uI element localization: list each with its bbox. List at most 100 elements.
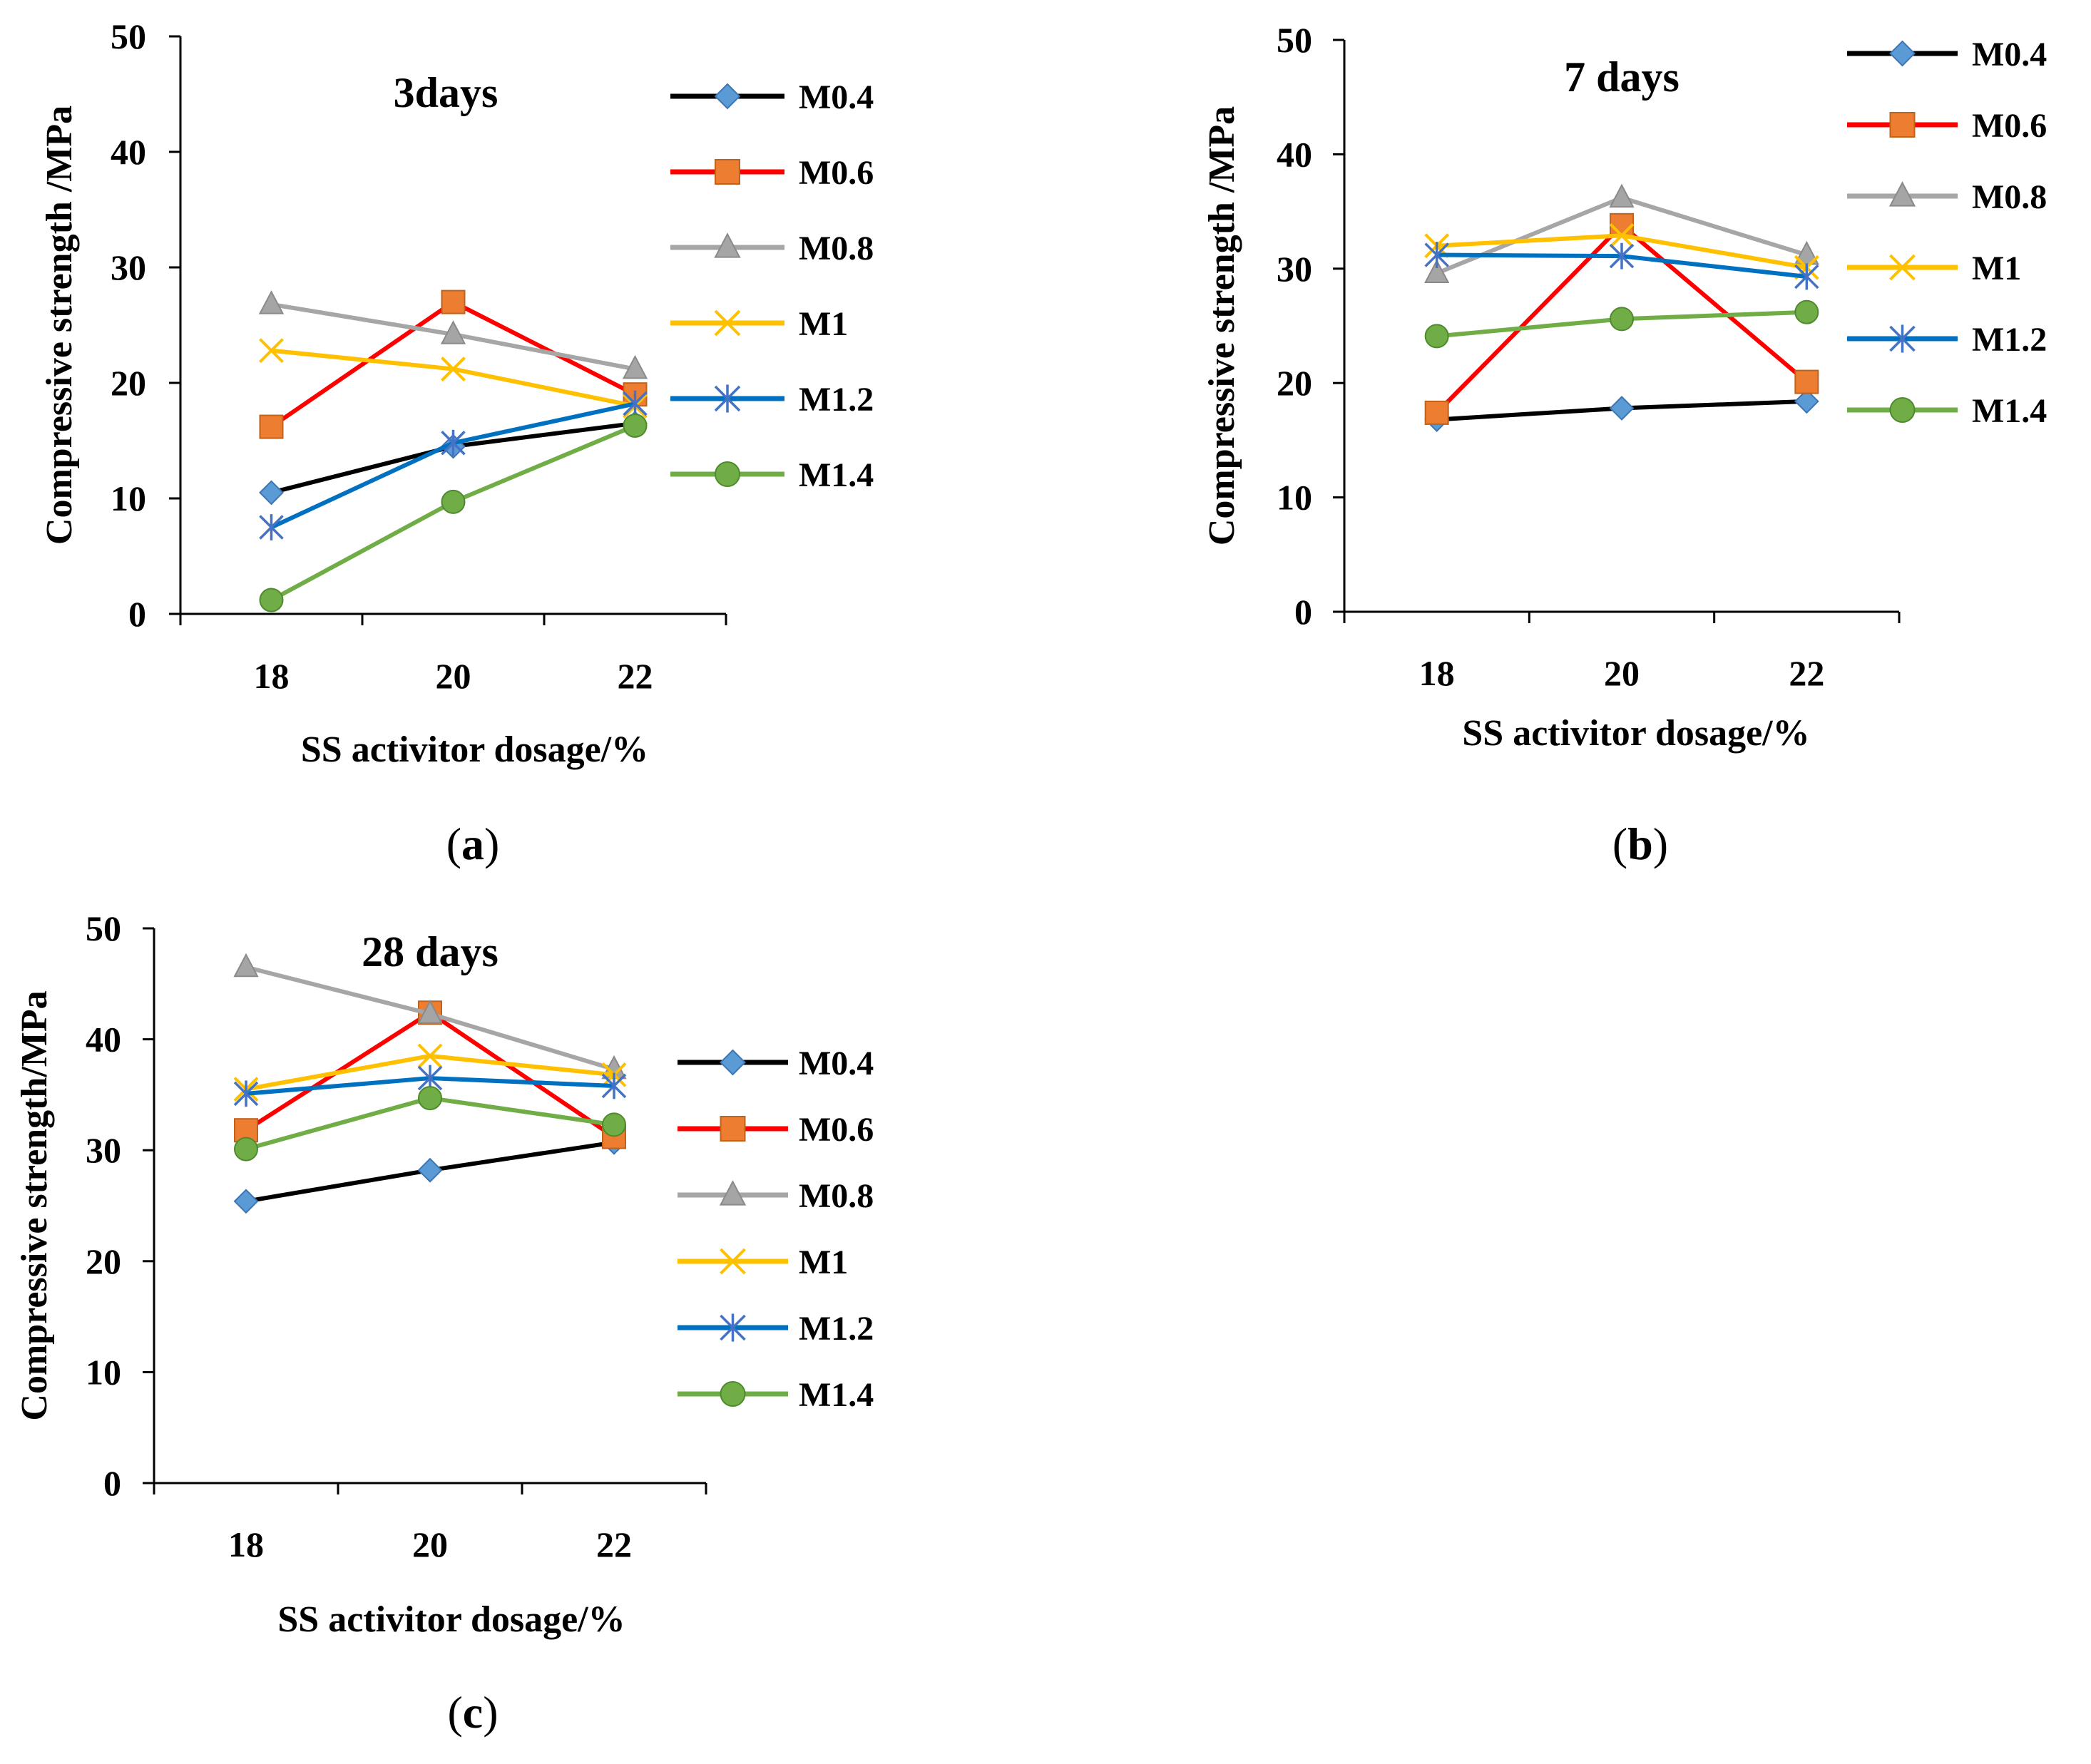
- marker-m0-8: [258, 290, 285, 314]
- marker-m1-4: [715, 461, 740, 487]
- legend-label: M1.2: [1972, 321, 2047, 359]
- marker-m0-8: [440, 320, 466, 344]
- y-tick-label: 0: [103, 1463, 121, 1503]
- x-tick-label: 22: [618, 656, 653, 696]
- marker-m0-8: [719, 1180, 747, 1206]
- y-tick-label: 40: [111, 132, 146, 172]
- legend-label: M1.4: [799, 456, 874, 494]
- legend-item-m1: M1: [678, 1243, 848, 1281]
- y-tick-label: 20: [111, 363, 146, 403]
- series-m0-6: [259, 289, 648, 439]
- marker-m1-4: [720, 1381, 746, 1407]
- series-m0-6: [1424, 212, 1819, 425]
- legend-item-m0-4: M0.4: [670, 78, 874, 116]
- legend-item-m1: M1: [1847, 250, 2021, 287]
- marker-m0-6: [1424, 400, 1449, 425]
- y-tick-label: 10: [111, 478, 146, 518]
- marker-m1-2: [1424, 242, 1449, 268]
- marker-m1: [259, 338, 284, 364]
- y-tick-label: 10: [86, 1352, 121, 1392]
- x-tick-label: 18: [1419, 653, 1455, 693]
- marker-m0-8: [233, 953, 259, 978]
- y-tick-label: 50: [1277, 20, 1312, 60]
- y-tick-label: 50: [111, 16, 146, 56]
- y-axis-label: Compressive strength/MPa: [14, 990, 55, 1420]
- x-tick-label: 20: [436, 656, 471, 696]
- marker-m1-2: [259, 514, 284, 540]
- marker-m1-2: [601, 1072, 627, 1099]
- chart-panel-a: 0 10 20 30 40 50 18 20 22 SS activitor dosage/% Co…: [39, 16, 874, 770]
- x-axis-label: SS activitor dosage/%: [277, 1599, 625, 1640]
- marker-m0-4: [720, 1049, 746, 1076]
- marker-m0-6: [1889, 112, 1916, 138]
- legend-item-m1-4: M1.4: [670, 456, 874, 494]
- legend-label: M1.4: [1972, 392, 2047, 430]
- y-tick-label: 40: [1277, 134, 1312, 174]
- y-tick-label: 20: [86, 1241, 121, 1281]
- chart-title: 28 days: [362, 928, 499, 975]
- marker-m1: [714, 309, 741, 337]
- x-tick-label: 20: [1604, 653, 1640, 693]
- legend-label: M0.4: [799, 1045, 874, 1082]
- legend-item-m1: M1: [670, 305, 848, 343]
- legend-label: M1.4: [799, 1376, 874, 1414]
- series-m0-8: [1424, 183, 1819, 284]
- series-m1-4: [1424, 299, 1819, 349]
- x-axis-label: SS activitor dosage/%: [1462, 713, 1809, 754]
- legend-item-m1-2: M1.2: [1847, 321, 2047, 359]
- chart-title: 3days: [394, 69, 499, 116]
- legend-item-m1-2: M1.2: [670, 381, 874, 419]
- marker-m0-6: [720, 1116, 746, 1142]
- marker-m1-4: [1610, 307, 1634, 332]
- marker-m1-2: [714, 384, 741, 413]
- y-axis-label: Compressive strength /MPa: [39, 106, 80, 545]
- marker-m0-4: [417, 1157, 443, 1183]
- x-tick-label: 20: [412, 1524, 448, 1564]
- legend-item-m0-6: M0.6: [678, 1111, 874, 1149]
- marker-m1-4: [623, 413, 648, 438]
- y-tick-label: 0: [128, 594, 146, 634]
- x-tick-label: 18: [254, 656, 290, 696]
- legend-label: M0.4: [1972, 36, 2047, 73]
- legend: M0.4 M0.6 M0.8 M1 M1.2 M1.4: [678, 1045, 874, 1414]
- legend-label: M1.2: [799, 381, 874, 419]
- series-m0-4: [233, 1129, 627, 1214]
- marker-m1-4: [418, 1086, 442, 1111]
- marker-m0-6: [1610, 212, 1634, 237]
- y-axis-label: Compressive strength /MPa: [1202, 106, 1242, 545]
- panel-label-c: (c): [447, 1687, 498, 1738]
- x-tick-label: 22: [1789, 653, 1824, 693]
- marker-m1-4: [259, 588, 284, 612]
- marker-m0-4: [1794, 389, 1819, 414]
- marker-m1-4: [602, 1112, 626, 1137]
- y-tick-label: 30: [86, 1130, 121, 1170]
- marker-m0-6: [259, 414, 284, 439]
- chart-panel-b: 0 10 20 30 40 50 18 20 22 SS activitor dosage/% Co…: [1202, 20, 2047, 754]
- marker-m0-8: [1609, 183, 1635, 208]
- legend-label: M1.2: [799, 1310, 874, 1348]
- marker-m0-6: [715, 159, 740, 185]
- y-tick-label: 50: [86, 908, 121, 948]
- marker-m0-4: [1609, 396, 1635, 421]
- marker-m1-4: [1424, 324, 1449, 349]
- marker-m0-6: [1794, 369, 1819, 394]
- marker-m0-8: [622, 354, 648, 379]
- marker-m1-2: [720, 1313, 746, 1342]
- marker-m1-2: [441, 429, 466, 456]
- marker-m0-8: [417, 1000, 443, 1024]
- legend: M0.4 M0.6 M0.8 M1 M1.2 M1.4: [1847, 36, 2047, 430]
- series-m1-2: [233, 1065, 627, 1107]
- chart-panel-c: 0 10 20 30 40 50 18 20 22 SS activitor dosage/% Co…: [14, 908, 874, 1640]
- legend-item-m0-8: M0.8: [670, 230, 874, 267]
- series-m1: [259, 338, 648, 419]
- marker-m1-4: [234, 1137, 258, 1162]
- marker-m1-2: [1609, 242, 1635, 270]
- marker-m0-4: [1889, 40, 1916, 67]
- legend-label: M1: [799, 1243, 848, 1281]
- marker-m1: [441, 357, 466, 381]
- panel-label-a: (a): [446, 819, 500, 869]
- chart-title: 7 days: [1564, 53, 1680, 101]
- legend-item-m1-2: M1.2: [678, 1310, 874, 1348]
- marker-m1-2: [1794, 263, 1819, 290]
